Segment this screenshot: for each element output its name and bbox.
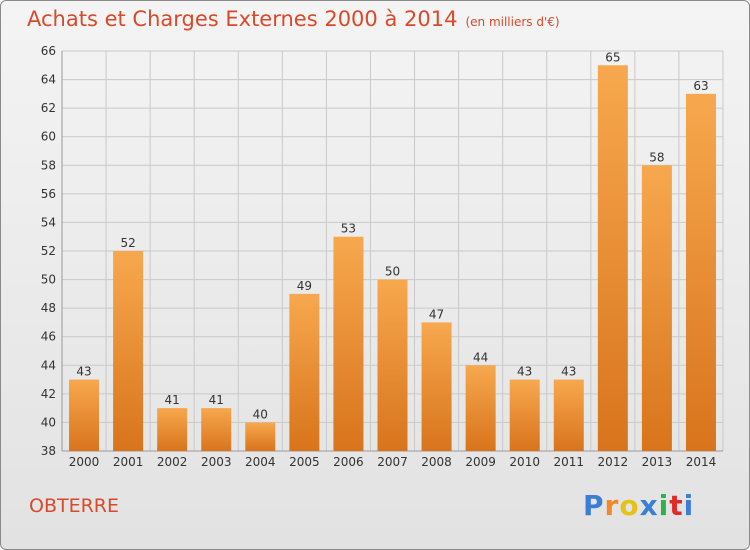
bar <box>465 365 496 451</box>
data-label: 65 <box>605 50 620 64</box>
proxiti-logo: Proxiti <box>583 489 694 522</box>
x-tick-label: 2013 <box>642 455 673 469</box>
y-tick-label: 52 <box>41 244 56 258</box>
y-tick-labels: 38 40 42 44 46 48 50 52 54 56 58 60 62 64 66 <box>41 44 56 458</box>
x-tick-label: 2002 <box>157 455 188 469</box>
y-tick-label: 40 <box>41 415 56 429</box>
bar <box>685 93 716 451</box>
data-label: 58 <box>649 150 664 164</box>
data-label: 63 <box>693 79 708 93</box>
x-tick-label: 2011 <box>553 455 584 469</box>
y-tick-label: 44 <box>41 358 56 372</box>
bar <box>333 236 364 451</box>
x-tick-label: 2000 <box>69 455 100 469</box>
x-tick-label: 2007 <box>377 455 408 469</box>
data-label: 53 <box>341 222 356 236</box>
y-tick-label: 42 <box>41 387 56 401</box>
bar <box>289 293 320 451</box>
bar <box>641 165 672 452</box>
data-label: 44 <box>473 350 488 364</box>
data-label: 43 <box>517 365 532 379</box>
data-label: 47 <box>429 307 444 321</box>
y-tick-label: 56 <box>41 187 56 201</box>
y-tick-label: 50 <box>41 273 56 287</box>
data-label: 41 <box>165 393 180 407</box>
x-tick-label: 2005 <box>289 455 320 469</box>
bar <box>245 422 276 451</box>
y-tick-label: 48 <box>41 301 56 315</box>
x-tick-label: 2012 <box>598 455 629 469</box>
data-label: 50 <box>385 265 400 279</box>
y-tick-label: 64 <box>41 73 56 87</box>
data-label: 49 <box>297 279 312 293</box>
place-name: OBTERRE <box>29 495 120 517</box>
data-labels: 43 52 41 41 40 49 53 50 47 44 43 43 65 58 63 <box>76 50 708 421</box>
logo-letter: P <box>583 489 605 522</box>
x-tick-label: 2010 <box>509 455 540 469</box>
bar <box>113 251 144 451</box>
x-tick-label: 2003 <box>201 455 232 469</box>
y-tick-label: 38 <box>41 444 56 458</box>
bar <box>69 379 100 451</box>
data-label: 52 <box>120 236 135 250</box>
bar <box>157 408 188 451</box>
x-tick-label: 2008 <box>421 455 452 469</box>
data-label: 41 <box>209 393 224 407</box>
x-tick-label: 2006 <box>333 455 364 469</box>
logo-letter: i <box>683 489 695 522</box>
bar <box>377 279 408 451</box>
logo-letter: t <box>669 489 684 522</box>
data-label: 43 <box>76 365 91 379</box>
y-tick-label: 54 <box>41 215 56 229</box>
logo-letter: r <box>604 489 620 522</box>
chart-title: Achats et Charges Externes 2000 à 2014 (e… <box>27 7 560 31</box>
logo-letter: x <box>639 489 659 522</box>
y-tick-label: 58 <box>41 158 56 172</box>
y-tick-label: 62 <box>41 101 56 115</box>
logo-letter: o <box>619 489 640 522</box>
x-tick-label: 2004 <box>245 455 276 469</box>
chart-subtitle: (en milliers d'€) <box>465 15 560 29</box>
y-tick-label: 46 <box>41 330 56 344</box>
bar <box>509 379 540 451</box>
bar <box>421 322 452 451</box>
x-tick-label: 2014 <box>686 455 717 469</box>
data-label: 43 <box>561 365 576 379</box>
y-tick-label: 66 <box>41 44 56 58</box>
bar <box>201 408 232 451</box>
y-tick-label: 60 <box>41 130 56 144</box>
bar <box>553 379 584 451</box>
x-tick-label: 2001 <box>113 455 144 469</box>
x-tick-labels: 2000 2001 2002 2003 2004 2005 2006 2007 2008 2009… <box>69 455 716 469</box>
bar <box>597 65 628 452</box>
chart-title-text: Achats et Charges Externes 2000 à 2014 <box>27 7 458 31</box>
data-label: 40 <box>253 407 268 421</box>
bars <box>69 65 716 452</box>
logo-letter: i <box>658 489 670 522</box>
x-tick-label: 2009 <box>465 455 496 469</box>
